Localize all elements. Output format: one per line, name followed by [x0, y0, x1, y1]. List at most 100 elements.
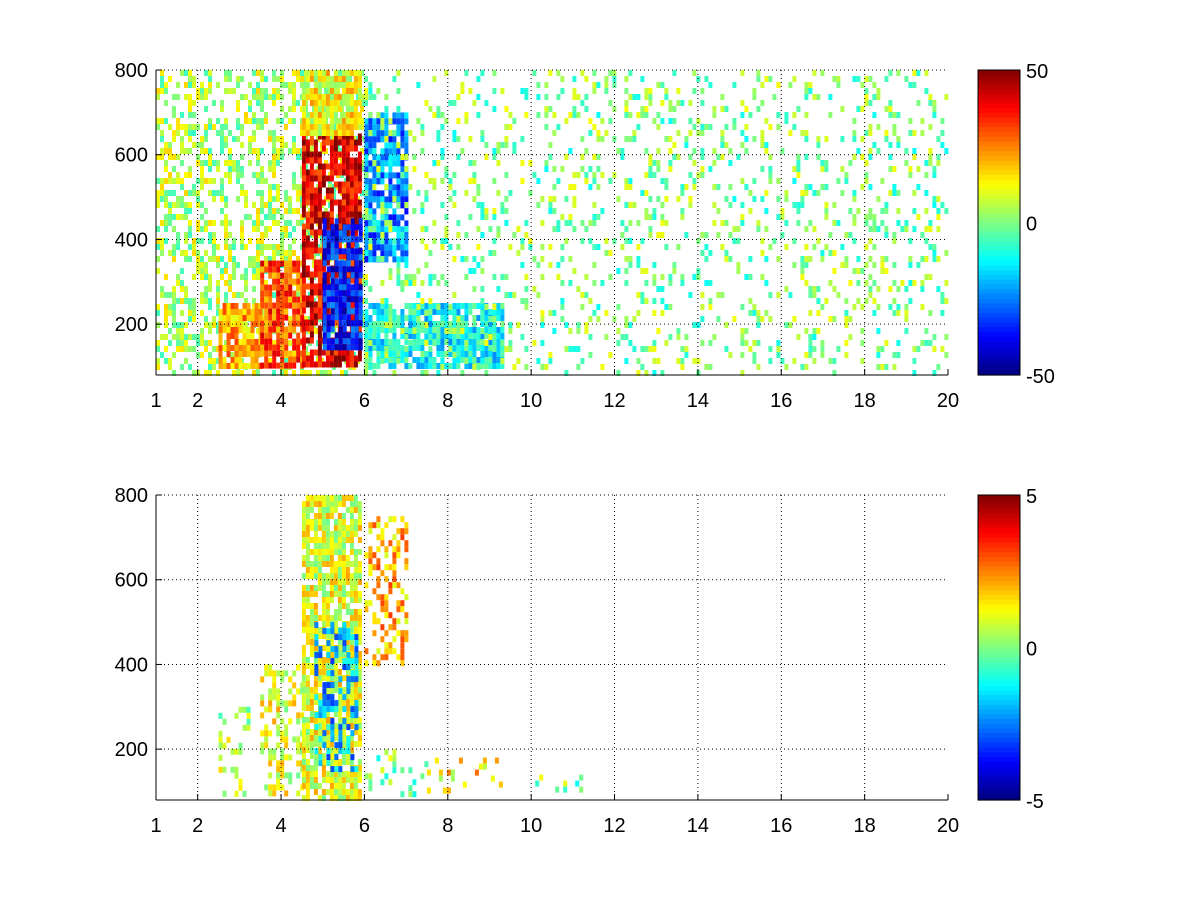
heatmap-cell	[341, 675, 346, 681]
heatmap-cell	[752, 196, 757, 202]
heatmap-cell	[852, 214, 857, 220]
heatmap-cell	[704, 364, 709, 370]
heatmap-cell	[904, 316, 909, 322]
heatmap-cell	[884, 268, 889, 274]
heatmap-cell	[272, 694, 277, 701]
heatmap-cell	[326, 242, 331, 249]
heatmap-cell	[552, 112, 557, 118]
heatmap-cell	[296, 220, 300, 226]
colorbar-band	[978, 298, 1020, 305]
heatmap-cell	[700, 154, 705, 160]
heatmap-cell	[317, 555, 322, 561]
heatmap-cell	[568, 112, 573, 118]
heatmap-cell	[384, 214, 389, 221]
heatmap-cell	[400, 112, 405, 119]
heatmap-cell	[325, 187, 330, 194]
heatmap-cell	[892, 112, 897, 118]
heatmap-cell	[345, 537, 350, 543]
heatmap-cell	[333, 130, 338, 136]
heatmap-cell	[236, 262, 240, 268]
heatmap-cell	[341, 573, 346, 579]
heatmap-cell	[796, 166, 801, 172]
heatmap-cell	[329, 355, 334, 362]
heatmap-cell	[342, 224, 347, 231]
heatmap-cell	[552, 208, 557, 214]
heatmap-cell	[224, 124, 228, 130]
heatmap-cell	[668, 304, 673, 310]
heatmap-cell	[264, 320, 269, 327]
heatmap-cell	[348, 76, 352, 82]
heatmap-cell	[600, 280, 605, 286]
heatmap-cell	[500, 363, 505, 369]
heatmap-cell	[820, 256, 825, 262]
heatmap-cell	[305, 789, 310, 795]
heatmap-cell	[628, 238, 633, 244]
heatmap-cell	[345, 151, 350, 158]
heatmap-cell	[254, 363, 259, 369]
heatmap-cell	[404, 178, 409, 185]
heatmap-cell	[160, 148, 164, 154]
heatmap-cell	[345, 555, 350, 561]
heatmap-cell	[372, 363, 377, 369]
heatmap-cell	[301, 651, 306, 657]
heatmap-cell	[346, 242, 351, 249]
heatmap-cell	[896, 70, 901, 76]
heatmap-cell	[352, 352, 356, 358]
heatmap-cell	[321, 609, 326, 615]
heatmap-cell	[644, 370, 649, 376]
heatmap-cell	[720, 106, 725, 112]
heatmap-cell	[321, 537, 326, 543]
heatmap-cell	[480, 130, 485, 136]
heatmap-cell	[388, 154, 393, 161]
heatmap-cell	[400, 232, 405, 238]
heatmap-cell	[272, 356, 277, 363]
heatmap-cell	[560, 304, 565, 310]
heatmap-cell	[400, 184, 405, 191]
heatmap-cell	[596, 184, 601, 190]
heatmap-cell	[216, 304, 220, 310]
heatmap-cell	[488, 357, 493, 363]
heatmap-cell	[184, 232, 188, 238]
heatmap-cell	[304, 232, 308, 238]
heatmap-cell	[341, 591, 346, 597]
heatmap-cell	[354, 248, 359, 255]
heatmap-cell	[636, 112, 641, 118]
heatmap-cell	[200, 142, 204, 148]
heatmap-cell	[341, 597, 346, 603]
heatmap-cell	[696, 274, 701, 280]
heatmap-cell	[400, 244, 405, 251]
heatmap-cell	[704, 76, 709, 82]
heatmap-cell	[248, 256, 252, 262]
heatmap-cell	[272, 326, 277, 333]
heatmap-cell	[460, 256, 465, 262]
heatmap-cell	[776, 340, 781, 346]
heatmap-cell	[436, 309, 441, 315]
heatmap-cell	[325, 193, 330, 200]
colorbar-band	[978, 313, 1020, 319]
heatmap-cell	[932, 100, 937, 106]
heatmap-cell	[301, 139, 306, 146]
heatmap-cell	[220, 274, 224, 280]
heatmap-cell	[468, 309, 473, 315]
heatmap-cell	[338, 302, 343, 309]
heatmap-cell	[309, 151, 314, 158]
colorbar-band	[978, 93, 1020, 100]
heatmap-cell	[305, 705, 310, 711]
heatmap-cell	[452, 352, 457, 358]
heatmap-cell	[808, 334, 813, 340]
heatmap-cell	[180, 160, 184, 166]
heatmap-cell	[337, 561, 342, 567]
heatmap-cell	[236, 370, 240, 376]
heatmap-cell	[345, 753, 350, 759]
heatmap-cell	[404, 339, 409, 345]
heatmap-cell	[333, 723, 338, 729]
heatmap-cell	[338, 278, 343, 285]
heatmap-cell	[280, 250, 284, 256]
heatmap-cell	[924, 190, 929, 196]
heatmap-cell	[500, 309, 505, 315]
heatmap-cell	[260, 278, 265, 285]
heatmap-cell	[852, 118, 857, 124]
heatmap-cell	[396, 280, 401, 286]
heatmap-cell	[360, 100, 364, 106]
heatmap-cell	[358, 272, 363, 279]
